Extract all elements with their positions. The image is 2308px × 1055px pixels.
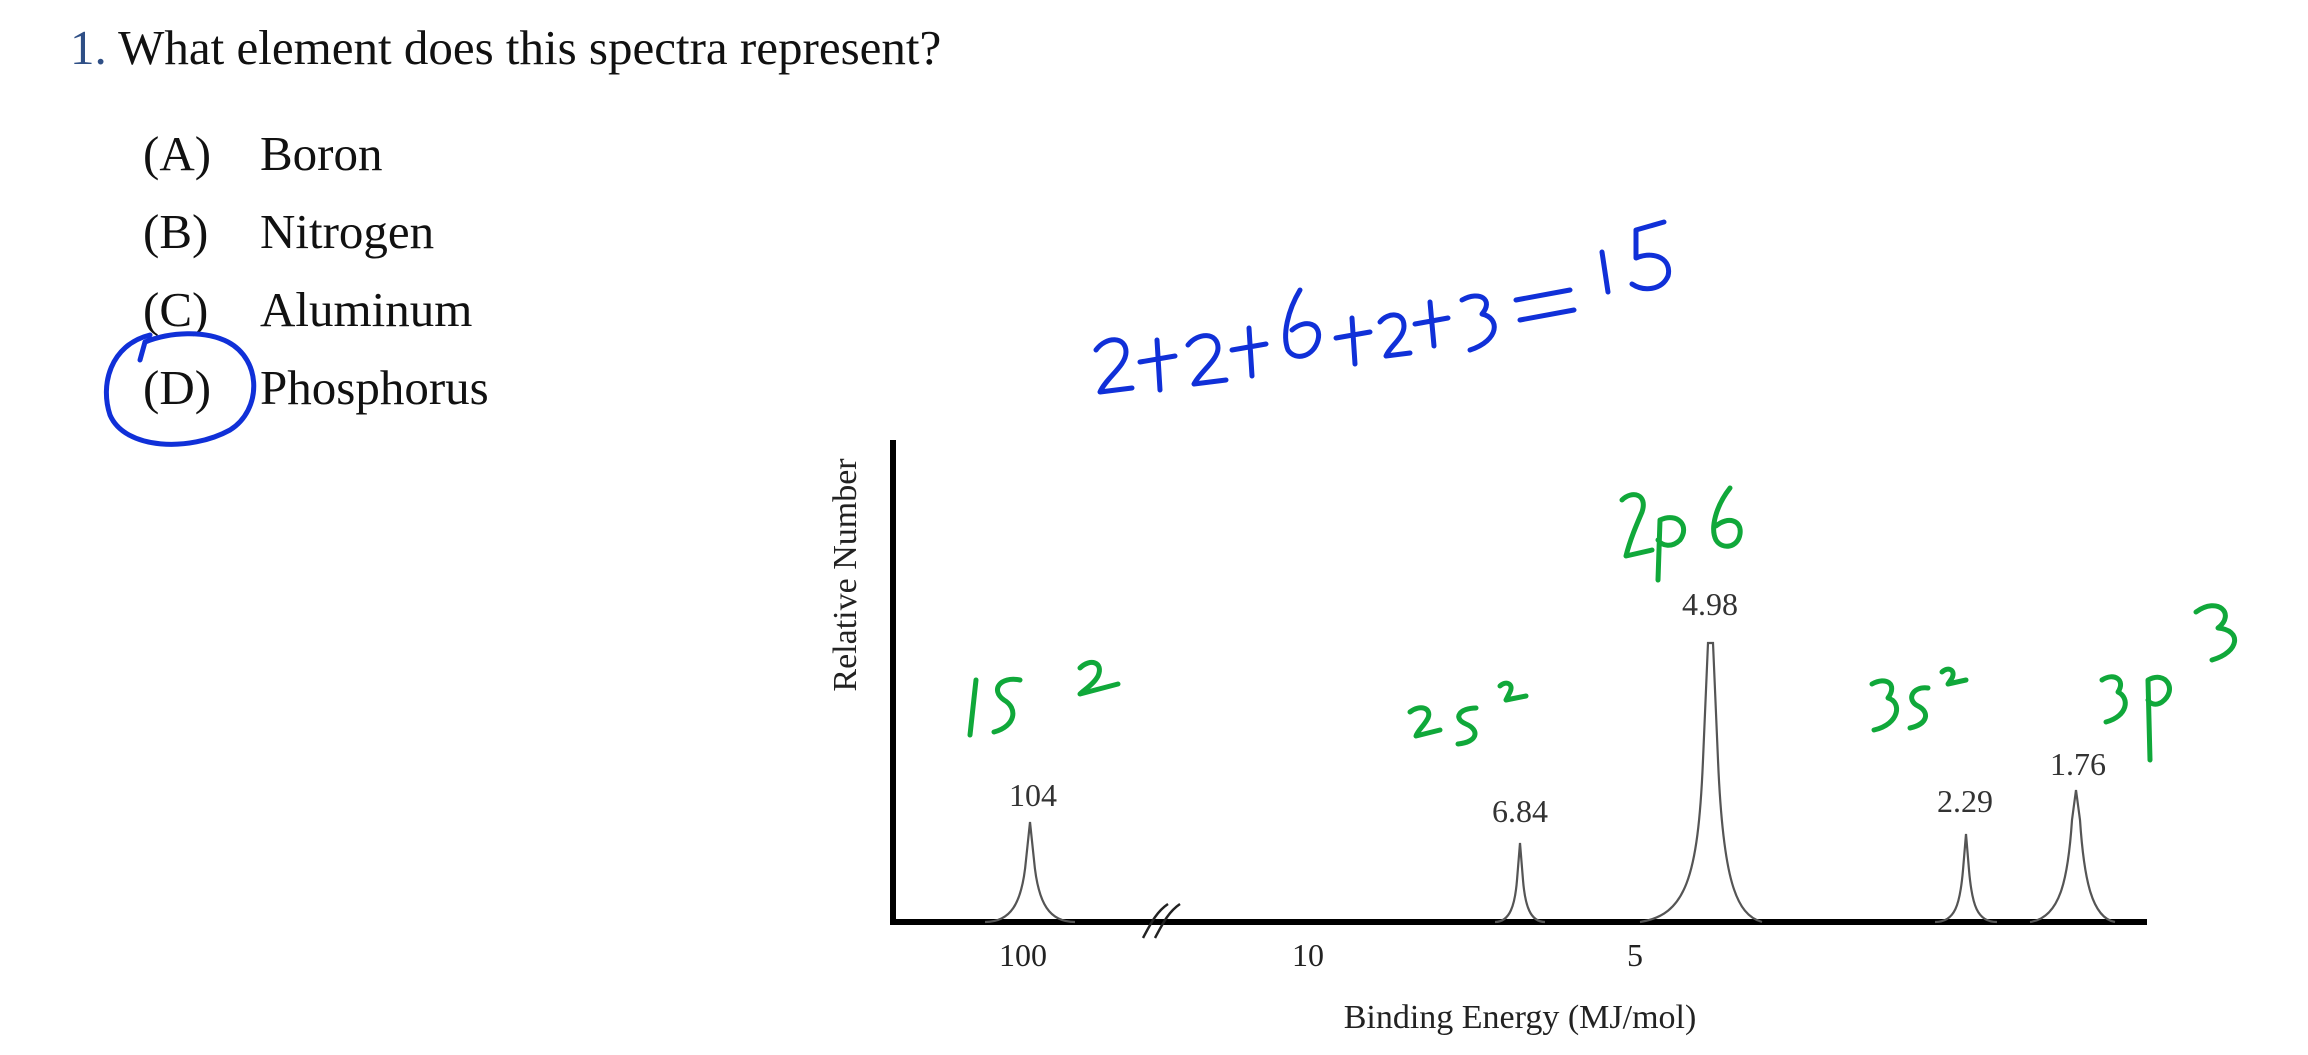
option-letter: (B) [143, 204, 209, 259]
question-line: 1. What element does this spectra repres… [70, 18, 941, 78]
option-letter: (C) [143, 282, 209, 337]
handwriting-peak-notes [967, 485, 2238, 763]
question-number: 1. [70, 20, 107, 75]
peak-label: 104 [1009, 777, 1057, 813]
peak-label: 1.76 [2050, 746, 2106, 782]
peak-104 [984, 821, 1076, 924]
x-tick-label: 100 [999, 937, 1047, 973]
option-text: Aluminum [260, 282, 473, 337]
peak-1-76 [2029, 789, 2116, 924]
option-text: Boron [260, 126, 383, 181]
question-text: What element does this spectra represent… [118, 20, 942, 75]
y-axis-title: Relative Number [827, 458, 864, 692]
axis-break-mark [1141, 902, 1181, 939]
x-tick-label: 5 [1627, 937, 1643, 973]
peak-6-84 [1494, 842, 1546, 924]
x-axis-title: Binding Energy (MJ/mol) [1344, 999, 1697, 1036]
peak-2-29 [1934, 833, 1998, 924]
x-tick-label: 10 [1292, 937, 1324, 973]
handwriting-circle-d [103, 331, 257, 447]
peak-label: 2.29 [1937, 783, 1993, 819]
option-letter: (D) [143, 360, 212, 415]
handwriting-sum [1093, 219, 1672, 395]
peaks [984, 641, 2116, 924]
peak-4-98 [1639, 641, 1763, 924]
option-text: Phosphorus [260, 360, 489, 415]
option-text: Nitrogen [260, 204, 435, 259]
peak-label: 6.84 [1492, 793, 1548, 829]
peak-label: 4.98 [1682, 586, 1738, 622]
option-letter: (A) [143, 126, 212, 181]
